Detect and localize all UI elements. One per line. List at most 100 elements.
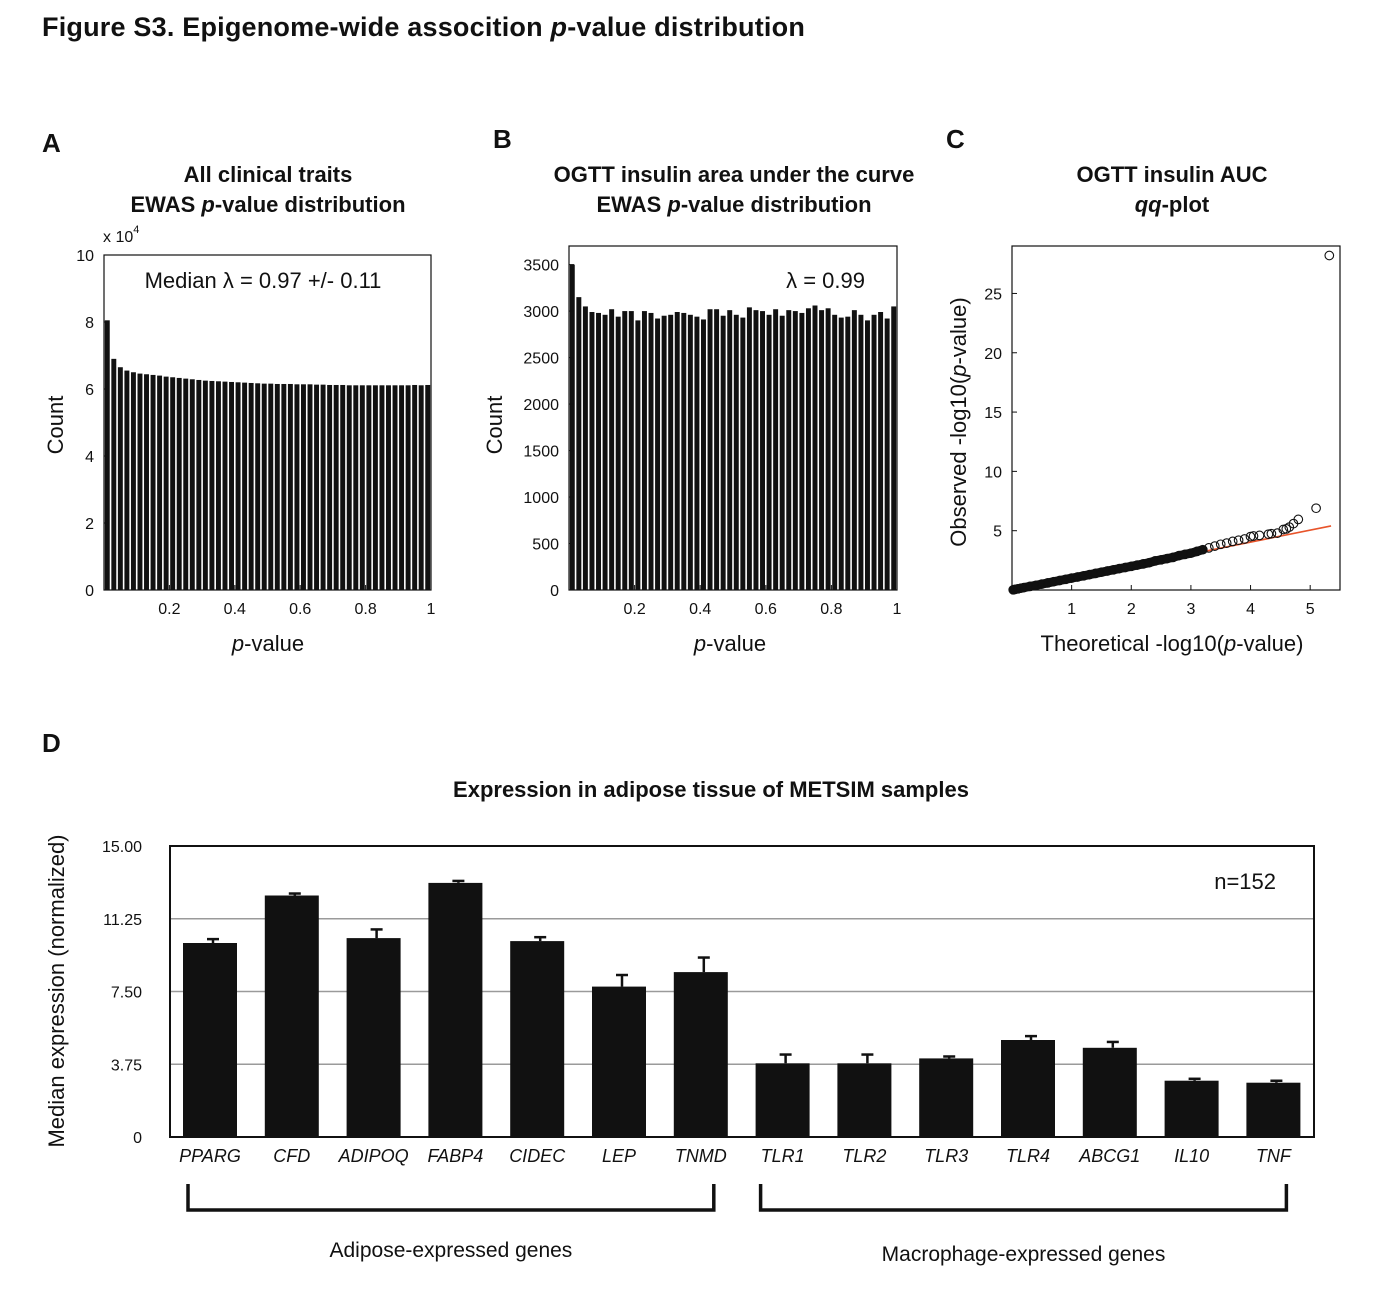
- panel-b-y-tick-label: 0: [550, 583, 559, 600]
- panel-d-title: Expression in adipose tissue of METSIM s…: [453, 777, 969, 802]
- panel-a-y-tick-label: 4: [85, 449, 94, 466]
- panel-b-histogram-bar: [714, 309, 720, 590]
- panel-b-histogram-bar: [805, 308, 811, 590]
- panel-b-histogram-bar: [838, 317, 844, 590]
- panel-b-histogram-bar: [602, 314, 608, 590]
- panel-b-histogram-bar: [753, 310, 759, 590]
- panel-a-histogram-bar: [157, 375, 163, 590]
- panel-b-histogram-bar: [733, 314, 739, 590]
- panel-a-histogram-bar: [399, 385, 405, 590]
- expression-bar: [919, 1058, 974, 1137]
- panel-a-histogram-bar: [104, 320, 110, 590]
- panel-d-y-tick-label: 0: [133, 1130, 142, 1147]
- panel-c-axes-box: [1011, 245, 1341, 591]
- panel-a-y-tick-label: 8: [85, 315, 94, 332]
- panel-b-histogram-bar: [858, 314, 864, 590]
- gene-label: TLR2: [842, 1146, 886, 1166]
- panel-b-histogram-bar: [569, 264, 575, 590]
- panel-c-x-tick-label: 4: [1246, 601, 1255, 618]
- panel-a-histogram-bar: [301, 384, 306, 590]
- panel-b-histogram-bar: [707, 309, 713, 590]
- panel-c-y-label: Observed -log10(p-value): [946, 297, 971, 546]
- panel-d-y-label: Median expression (normalized): [44, 834, 69, 1147]
- gene-label: TLR1: [761, 1146, 805, 1166]
- panel-d-y-tick-label: 7.50: [111, 985, 142, 1002]
- gene-label: ADIPOQ: [338, 1146, 409, 1166]
- panel-a-x-tick-label: 0.2: [158, 601, 180, 618]
- panel-b-histogram-bar: [641, 311, 647, 590]
- panel-a-histogram-bar: [366, 385, 372, 590]
- panel-d-y-tick-label: 11.25: [103, 912, 142, 929]
- panel-b-y-tick-label: 500: [532, 537, 559, 554]
- gene-label: FABP4: [428, 1146, 484, 1166]
- group-bracket: [186, 1184, 716, 1212]
- expression-bar: [1082, 1047, 1137, 1137]
- panel-a-histogram-bar: [255, 383, 261, 590]
- panel-b-histogram-bar: [740, 317, 746, 590]
- panel-letter-b: B: [493, 124, 512, 154]
- panel-a-histogram-bar: [372, 385, 378, 590]
- panel-b-histogram-bar: [832, 314, 838, 590]
- panel-b: B OGTT insulin area under the curve EWAS…: [482, 124, 914, 656]
- panel-a-histogram-bar: [176, 377, 182, 590]
- panel-b-y-tick-label: 1000: [523, 490, 559, 507]
- panel-b-histogram-bar: [812, 305, 818, 590]
- panel-b-x-tick-label: 0.8: [820, 601, 842, 618]
- expression-bar: [673, 972, 728, 1137]
- panel-b-histogram-bar: [720, 315, 726, 590]
- panel-b-x-tick-label: 1: [893, 601, 902, 618]
- panel-b-histogram-bar: [661, 315, 667, 590]
- panel-b-plot: λ = 0.99 0.2 0.4 0.6 0.8 1 0 500 1000 1500 2000 25…: [523, 245, 902, 618]
- panel-a-histogram-bar: [202, 380, 208, 591]
- panel-b-title-line1: OGTT insulin area under the curve: [554, 162, 915, 187]
- expression-bar: [592, 986, 646, 1137]
- panel-c-x-tick-label: 1: [1067, 601, 1076, 618]
- panel-a-y-tick-label: 0: [85, 583, 94, 600]
- panel-a-histogram-bar: [333, 384, 339, 590]
- panel-a-histogram-bar: [274, 383, 280, 590]
- panel-a-histogram-bar: [130, 372, 136, 590]
- panel-a-histogram-bar: [353, 385, 359, 590]
- gene-label: ABCG1: [1078, 1146, 1140, 1166]
- panel-b-histogram-bar: [779, 315, 785, 590]
- panel-b-histogram-bar: [681, 312, 687, 590]
- panel-letter-d: D: [42, 728, 61, 758]
- gene-label: TNMD: [675, 1146, 727, 1166]
- panel-b-y-tick-label: 2000: [523, 397, 559, 414]
- qq-point: [1324, 250, 1335, 261]
- panel-c-plot: 1 2 3 4 5 5 10 15 20 25: [984, 245, 1341, 618]
- panel-a-histogram-bar: [359, 385, 365, 590]
- panel-a-histogram-bar: [261, 383, 267, 590]
- panel-a-histogram-bar: [229, 381, 234, 590]
- panel-b-title-line2: EWAS p-value distribution: [596, 192, 871, 217]
- panel-b-histogram-bar: [819, 310, 825, 590]
- panel-b-x-tick-label: 0.6: [755, 601, 777, 618]
- panel-a-histogram-bar: [150, 374, 156, 590]
- panel-a-histogram-bar: [111, 358, 117, 590]
- panel-a-y-tick-label: 6: [85, 382, 94, 399]
- panel-b-histogram-bar: [773, 309, 779, 590]
- panel-a-x-tick-label: 0.6: [289, 601, 311, 618]
- expression-bar: [837, 1063, 892, 1137]
- panel-b-histogram-bar: [799, 312, 805, 590]
- panel-a-x-tick-label: 0.8: [354, 601, 376, 618]
- panel-a-histogram-bar: [346, 385, 352, 590]
- expression-bar: [264, 895, 319, 1137]
- panel-c-y-tick-label: 10: [984, 464, 1002, 481]
- panel-b-histogram-bar: [865, 320, 870, 590]
- panel-a-y-label: Count: [43, 396, 68, 455]
- qq-point: [1311, 503, 1321, 514]
- gene-label: LEP: [602, 1146, 636, 1166]
- gene-label: CIDEC: [509, 1146, 566, 1166]
- panel-a-lambda-annotation: Median λ = 0.97 +/- 0.11: [145, 268, 382, 293]
- panel-b-axes-box: [568, 245, 898, 591]
- expression-bar: [510, 941, 565, 1137]
- panel-c-y-tick-label: 20: [984, 346, 1002, 363]
- panel-b-histogram-bar: [576, 297, 582, 590]
- panel-b-histogram-bar: [746, 307, 752, 590]
- panel-b-histogram-bar: [655, 318, 661, 590]
- expression-bar: [755, 1063, 810, 1137]
- gene-label: PPARG: [179, 1146, 241, 1166]
- panel-b-histogram-bar: [687, 314, 693, 590]
- qq-point: [1221, 538, 1232, 548]
